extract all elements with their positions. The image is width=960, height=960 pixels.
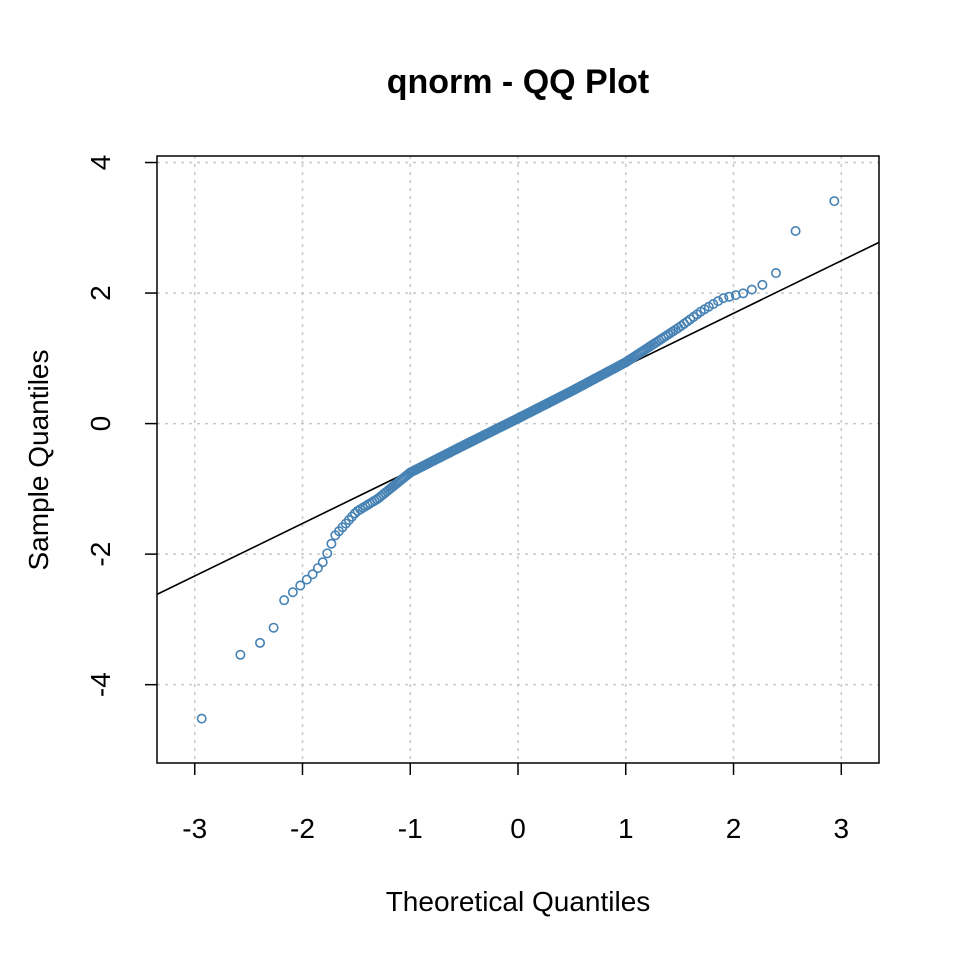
x-tick-label: -1 <box>398 813 423 844</box>
data-point <box>829 196 840 207</box>
data-point <box>718 293 729 304</box>
data-point <box>724 291 735 302</box>
x-tick-label: 3 <box>833 813 849 844</box>
y-tick-label: 4 <box>85 155 116 171</box>
data-point <box>770 268 781 279</box>
x-tick-label: -3 <box>182 813 207 844</box>
data-point <box>301 574 312 585</box>
y-tick-label: 2 <box>85 285 116 301</box>
data-point <box>790 226 801 237</box>
x-tick-label: 2 <box>726 813 742 844</box>
data-point <box>663 329 674 340</box>
y-tick-label: -2 <box>85 542 116 567</box>
x-axis: -3 -2 -1 0 1 2 3 <box>182 763 849 844</box>
y-axis: -4 -2 0 2 4 <box>85 155 157 697</box>
data-point <box>196 713 207 724</box>
y-tick-label: -4 <box>85 672 116 697</box>
chart-title: qnorm - QQ Plot <box>387 63 650 101</box>
data-points <box>196 196 840 724</box>
data-point <box>738 288 749 299</box>
data-point <box>317 557 328 568</box>
data-point <box>268 622 279 633</box>
data-point <box>255 637 266 648</box>
plot-frame <box>156 155 880 764</box>
data-point <box>708 299 719 310</box>
data-point <box>346 511 357 522</box>
data-point <box>757 279 768 290</box>
x-tick-label: 1 <box>618 813 634 844</box>
x-tick-label: -2 <box>290 813 315 844</box>
data-point <box>746 284 757 295</box>
data-point <box>326 538 337 549</box>
y-tick-label: 0 <box>85 416 116 432</box>
data-point <box>307 569 318 580</box>
x-tick-label: 0 <box>510 813 526 844</box>
data-point <box>713 296 724 307</box>
x-axis-label: Theoretical Quantiles <box>386 886 651 917</box>
data-point <box>295 580 306 591</box>
data-point <box>322 548 333 559</box>
data-point <box>287 587 298 598</box>
y-axis-label: Sample Quantiles <box>23 349 54 570</box>
data-point <box>665 327 676 338</box>
data-point <box>279 595 290 606</box>
grid-lines <box>157 156 879 763</box>
data-point <box>312 563 323 574</box>
data-point <box>235 649 246 660</box>
